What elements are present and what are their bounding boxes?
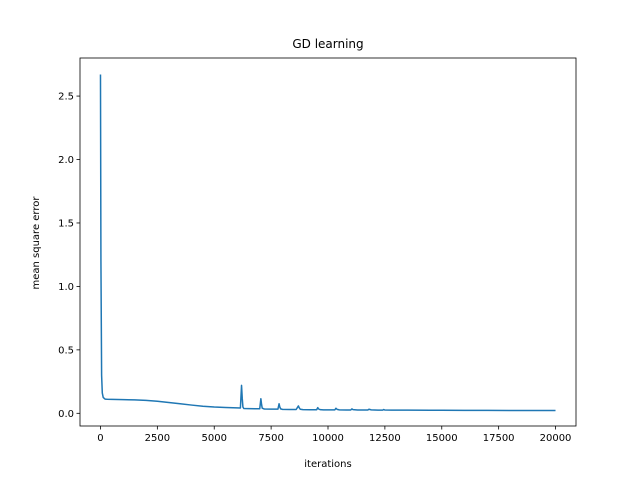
y-tick-label: 0.0 xyxy=(58,409,74,420)
x-tick-label: 15000 xyxy=(426,433,458,444)
y-tick-label: 0.5 xyxy=(58,345,74,356)
x-tick-label: 10000 xyxy=(312,433,344,444)
y-tick-label: 1.0 xyxy=(58,282,74,293)
x-axis-label: iterations xyxy=(304,459,351,470)
y-tick-label: 2.5 xyxy=(58,92,74,103)
chart-title: GD learning xyxy=(292,37,363,51)
x-tick-label: 7500 xyxy=(258,433,283,444)
x-tick-label: 0 xyxy=(97,433,103,444)
x-tick-label: 12500 xyxy=(369,433,401,444)
x-tick-label: 5000 xyxy=(202,433,227,444)
x-tick-label: 17500 xyxy=(483,433,515,444)
x-tick-label: 20000 xyxy=(540,433,572,444)
x-tick-label: 2500 xyxy=(145,433,170,444)
plot-area: 0 2500 5000 7500 10000 12500 15000 17500 20000 0.… xyxy=(58,57,577,444)
y-tick-label: 1.5 xyxy=(58,218,74,229)
y-axis-label: mean square error xyxy=(31,196,42,290)
y-tick-label: 2.0 xyxy=(58,155,74,166)
series-line-0 xyxy=(99,74,556,412)
